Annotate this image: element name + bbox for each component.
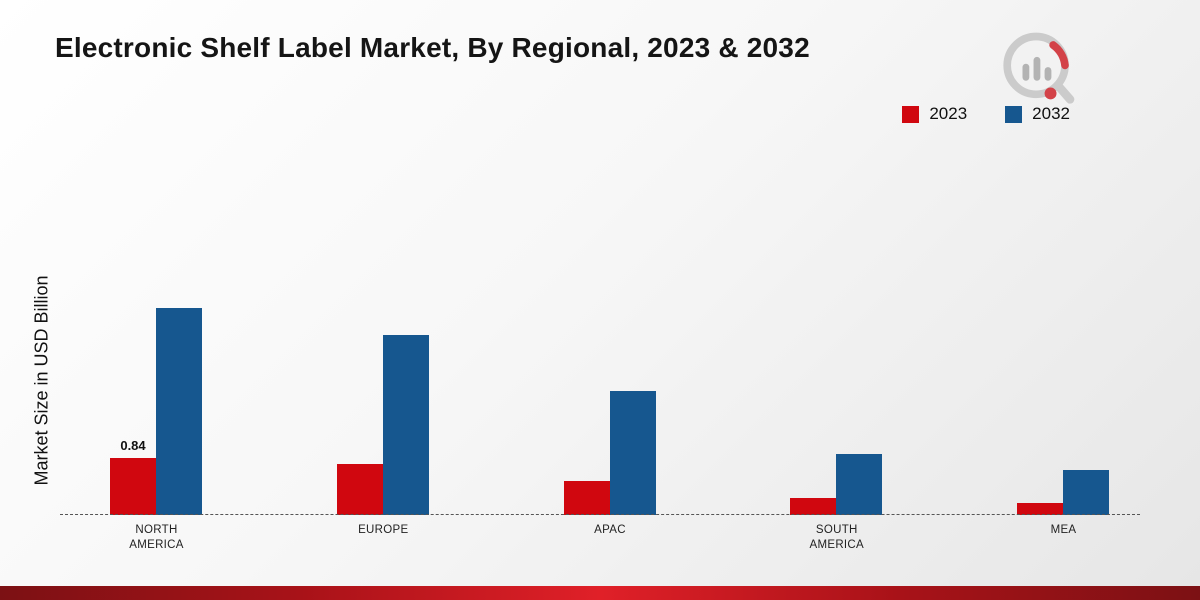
market-research-future-logo-icon xyxy=(1003,32,1075,104)
bar-group: 0.84 NORTH AMERICA xyxy=(110,130,203,551)
legend: 2023 2032 xyxy=(902,104,1070,124)
bar-2032 xyxy=(156,307,202,515)
category-label: EUROPE xyxy=(358,524,409,536)
bar-2032 xyxy=(609,391,656,515)
bar-group: EUROPE xyxy=(336,130,430,536)
legend-label-2032: 2032 xyxy=(1032,104,1070,123)
value-label: 0.84 xyxy=(120,437,146,453)
bar-2023 xyxy=(336,464,383,515)
bar-group: APAC xyxy=(563,130,657,536)
legend-item-2032: 2032 xyxy=(1005,104,1070,124)
bar-2023 xyxy=(563,481,610,515)
category-label: SOUTH AMERICA xyxy=(809,524,864,551)
category-label: MEA xyxy=(1050,524,1077,536)
legend-item-2023: 2023 xyxy=(902,104,967,124)
bar-2023 xyxy=(1017,502,1063,515)
y-axis-label: Market Size in USD Billion xyxy=(31,275,52,486)
bar-2023: 0.84 xyxy=(110,438,156,515)
plot-area: 0.84 NORTH AMERICA EUROPE APAC SOUTH AMERICA… xyxy=(60,130,1140,551)
legend-label-2023: 2023 xyxy=(929,104,968,123)
footer-stripe xyxy=(0,586,1200,600)
bar-group: SOUTH AMERICA xyxy=(790,130,883,551)
chart-title: Electronic Shelf Label Market, By Region… xyxy=(55,32,810,63)
x-axis-baseline xyxy=(60,514,1140,515)
bar-2032 xyxy=(382,334,429,515)
category-label: NORTH AMERICA xyxy=(129,524,184,551)
bar-2023 xyxy=(790,498,837,515)
legend-swatch-2023 xyxy=(902,105,920,123)
bar-groups: 0.84 NORTH AMERICA EUROPE APAC SOUTH AMERICA… xyxy=(60,130,1140,551)
bar-group: MEA xyxy=(1017,130,1110,536)
bar-2032 xyxy=(1063,470,1109,515)
legend-swatch-2032 xyxy=(1005,105,1023,123)
bar-2032 xyxy=(836,453,883,515)
category-label: APAC xyxy=(594,524,626,536)
